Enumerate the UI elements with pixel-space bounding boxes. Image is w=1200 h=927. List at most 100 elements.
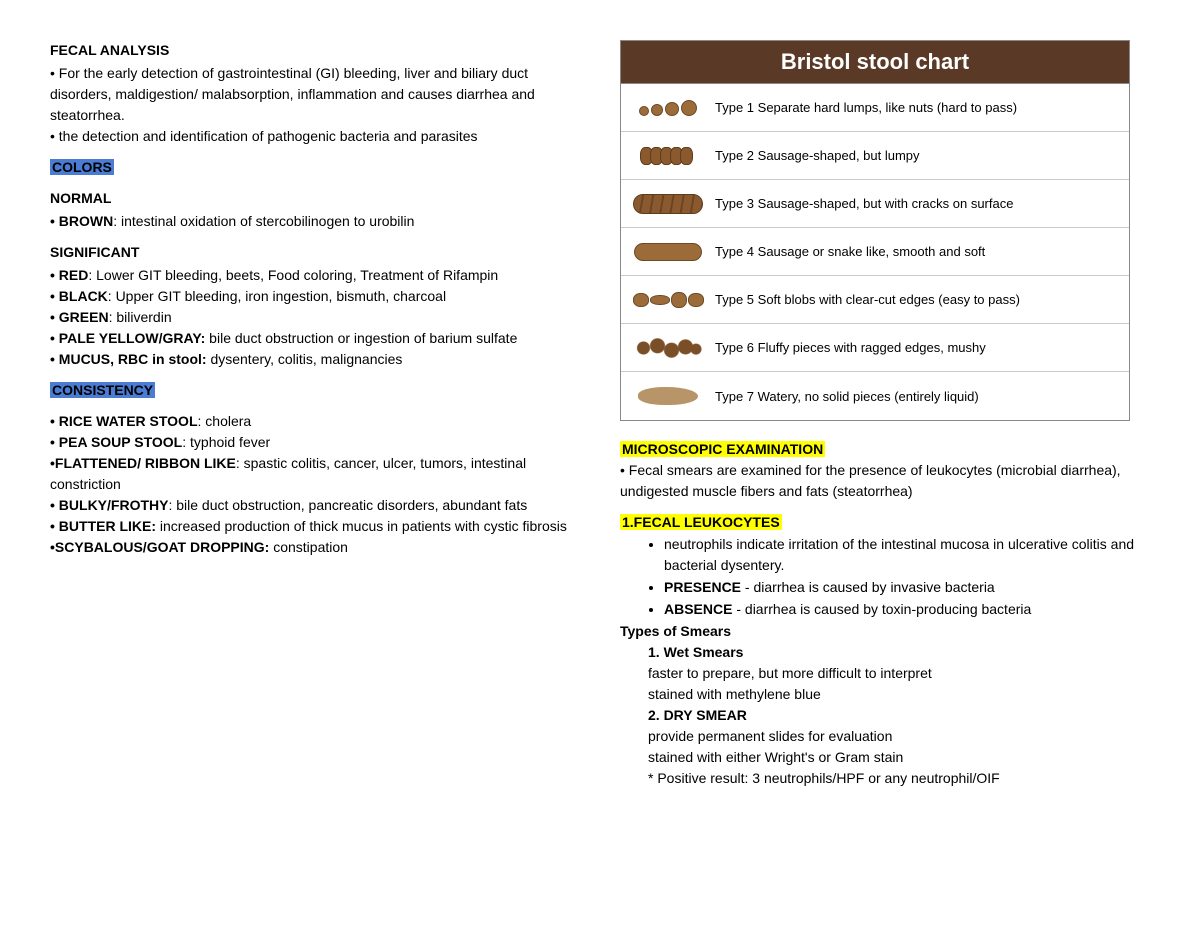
bristol-title: Bristol stool chart [621,41,1129,84]
label-scyb: •SCYBALOUS/GOAT DROPPING: [50,539,269,555]
stool-icon-type6 [621,333,715,363]
heading-consistency: CONSISTENCY [50,382,155,398]
label-pale: • PALE YELLOW/GRAY: [50,330,205,346]
text-scyb: constipation [269,539,348,555]
bristol-desc-7: Watery, no solid pieces (entirely liquid… [754,389,979,404]
heading-significant: SIGNIFICANT [50,242,580,263]
bristol-desc-4: Sausage or snake like, smooth and soft [754,244,985,259]
bristol-desc-6: Fluffy pieces with ragged edges, mushy [754,340,986,355]
heading-dry-smear: 2. DRY SMEAR [648,705,1150,726]
leuk-bullet-3: ABSENCE - diarrhea is caused by toxin-pr… [664,599,1150,620]
bristol-label-7: Type 7 Watery, no solid pieces (entirely… [715,389,1129,404]
text-presence: - diarrhea is caused by invasive bacteri… [741,579,995,595]
dry-line-1: provide permanent slides for evaluation [648,726,1150,747]
label-butter: • BUTTER LIKE: [50,518,156,534]
text-rice: : cholera [198,413,252,429]
bristol-row-6: Type 6 Fluffy pieces with ragged edges, … [621,324,1129,372]
label-presence: PRESENCE [664,579,741,595]
dry-line-3: * Positive result: 3 neutrophils/HPF or … [648,768,1150,789]
row-brown: • BROWN: intestinal oxidation of stercob… [50,211,580,232]
bristol-desc-3: Sausage-shaped, but with cracks on surfa… [754,196,1013,211]
bristol-type-3: Type 3 [715,196,754,211]
bristol-chart: Bristol stool chart Type 1 Separate hard… [620,40,1130,421]
bristol-label-2: Type 2 Sausage-shaped, but lumpy [715,148,1129,163]
left-column: FECAL ANALYSIS • For the early detection… [50,40,580,789]
bristol-label-5: Type 5 Soft blobs with clear-cut edges (… [715,292,1129,307]
bristol-desc-1: Separate hard lumps, like nuts (hard to … [754,100,1017,115]
stool-icon-type5 [621,288,715,312]
stool-icon-type3 [621,190,715,218]
bristol-desc-5: Soft blobs with clear-cut edges (easy to… [754,292,1020,307]
stool-icon-type2 [621,143,715,169]
row-ribbon: •FLATTENED/ RIBBON LIKE: spastic colitis… [50,453,580,495]
bristol-row-7: Type 7 Watery, no solid pieces (entirely… [621,372,1129,420]
bristol-desc-2: Sausage-shaped, but lumpy [754,148,920,163]
label-ribbon: •FLATTENED/ RIBBON LIKE [50,455,236,471]
row-mucus: • MUCUS, RBC in stool: dysentery, coliti… [50,349,580,370]
row-pea: • PEA SOUP STOOL: typhoid fever [50,432,580,453]
text-absence: - diarrhea is caused by toxin-producing … [732,601,1031,617]
text-pea: : typhoid fever [182,434,270,450]
label-green: • GREEN [50,309,109,325]
label-bulky: • BULKY/FROTHY [50,497,168,513]
bristol-type-2: Type 2 [715,148,754,163]
title-fecal-analysis: FECAL ANALYSIS [50,40,580,61]
heading-colors: COLORS [50,159,114,175]
text-brown: : intestinal oxidation of stercobilinoge… [113,213,414,229]
row-pale: • PALE YELLOW/GRAY: bile duct obstructio… [50,328,580,349]
stool-icon-type1 [621,96,715,120]
bristol-type-5: Type 5 [715,292,754,307]
wet-line-2: stained with methylene blue [648,684,1150,705]
text-green: : biliverdin [109,309,172,325]
bristol-row-4: Type 4 Sausage or snake like, smooth and… [621,228,1129,276]
page: FECAL ANALYSIS • For the early detection… [50,40,1150,789]
label-rice: • RICE WATER STOOL [50,413,198,429]
wet-line-1: faster to prepare, but more difficult to… [648,663,1150,684]
text-black: : Upper GIT bleeding, iron ingestion, bi… [108,288,446,304]
bristol-type-1: Type 1 [715,100,754,115]
row-butter: • BUTTER LIKE: increased production of t… [50,516,580,537]
text-bulky: : bile duct obstruction, pancreatic diso… [168,497,527,513]
heading-normal: NORMAL [50,188,580,209]
bristol-row-2: Type 2 Sausage-shaped, but lumpy [621,132,1129,180]
bristol-row-5: Type 5 Soft blobs with clear-cut edges (… [621,276,1129,324]
row-red: • RED: Lower GIT bleeding, beets, Food c… [50,265,580,286]
heading-wet-smears: 1. Wet Smears [648,642,1150,663]
bristol-type-4: Type 4 [715,244,754,259]
row-bulky: • BULKY/FROTHY: bile duct obstruction, p… [50,495,580,516]
intro-2: • the detection and identification of pa… [50,126,580,147]
bristol-label-6: Type 6 Fluffy pieces with ragged edges, … [715,340,1129,355]
row-green: • GREEN: biliverdin [50,307,580,328]
label-brown: • BROWN [50,213,113,229]
label-pea: • PEA SOUP STOOL [50,434,182,450]
bristol-label-4: Type 4 Sausage or snake like, smooth and… [715,244,1129,259]
bristol-type-7: Type 7 [715,389,754,404]
text-pale: bile duct obstruction or ingestion of ba… [205,330,517,346]
label-mucus: • MUCUS, RBC in stool: [50,351,207,367]
row-rice: • RICE WATER STOOL: cholera [50,411,580,432]
leuk-bullet-2: PRESENCE - diarrhea is caused by invasiv… [664,577,1150,598]
text-butter: increased production of thick mucus in p… [156,518,567,534]
right-column: Bristol stool chart Type 1 Separate hard… [620,40,1150,789]
stool-icon-type7 [621,383,715,409]
label-red: • RED [50,267,88,283]
intro-1: • For the early detection of gastrointes… [50,63,580,126]
label-black: • BLACK [50,288,108,304]
stool-icon-type4 [621,239,715,265]
row-black: • BLACK: Upper GIT bleeding, iron ingest… [50,286,580,307]
dry-line-2: stained with either Wright's or Gram sta… [648,747,1150,768]
text-microscopic: • Fecal smears are examined for the pres… [620,460,1150,502]
heading-microscopic: MICROSCOPIC EXAMINATION [620,441,825,457]
text-mucus: dysentery, colitis, malignancies [207,351,403,367]
smears-block: 1. Wet Smears faster to prepare, but mor… [620,642,1150,789]
bristol-row-3: Type 3 Sausage-shaped, but with cracks o… [621,180,1129,228]
bristol-label-3: Type 3 Sausage-shaped, but with cracks o… [715,196,1129,211]
leuk-bullet-1: neutrophils indicate irritation of the i… [664,534,1150,576]
heading-fecal-leukocytes: 1.FECAL LEUKOCYTES [620,514,782,530]
leukocyte-bullets: neutrophils indicate irritation of the i… [620,534,1150,620]
bristol-type-6: Type 6 [715,340,754,355]
row-scyb: •SCYBALOUS/GOAT DROPPING: constipation [50,537,580,558]
text-red: : Lower GIT bleeding, beets, Food colori… [88,267,498,283]
heading-types-of-smears: Types of Smears [620,621,1150,642]
bristol-row-1: Type 1 Separate hard lumps, like nuts (h… [621,84,1129,132]
